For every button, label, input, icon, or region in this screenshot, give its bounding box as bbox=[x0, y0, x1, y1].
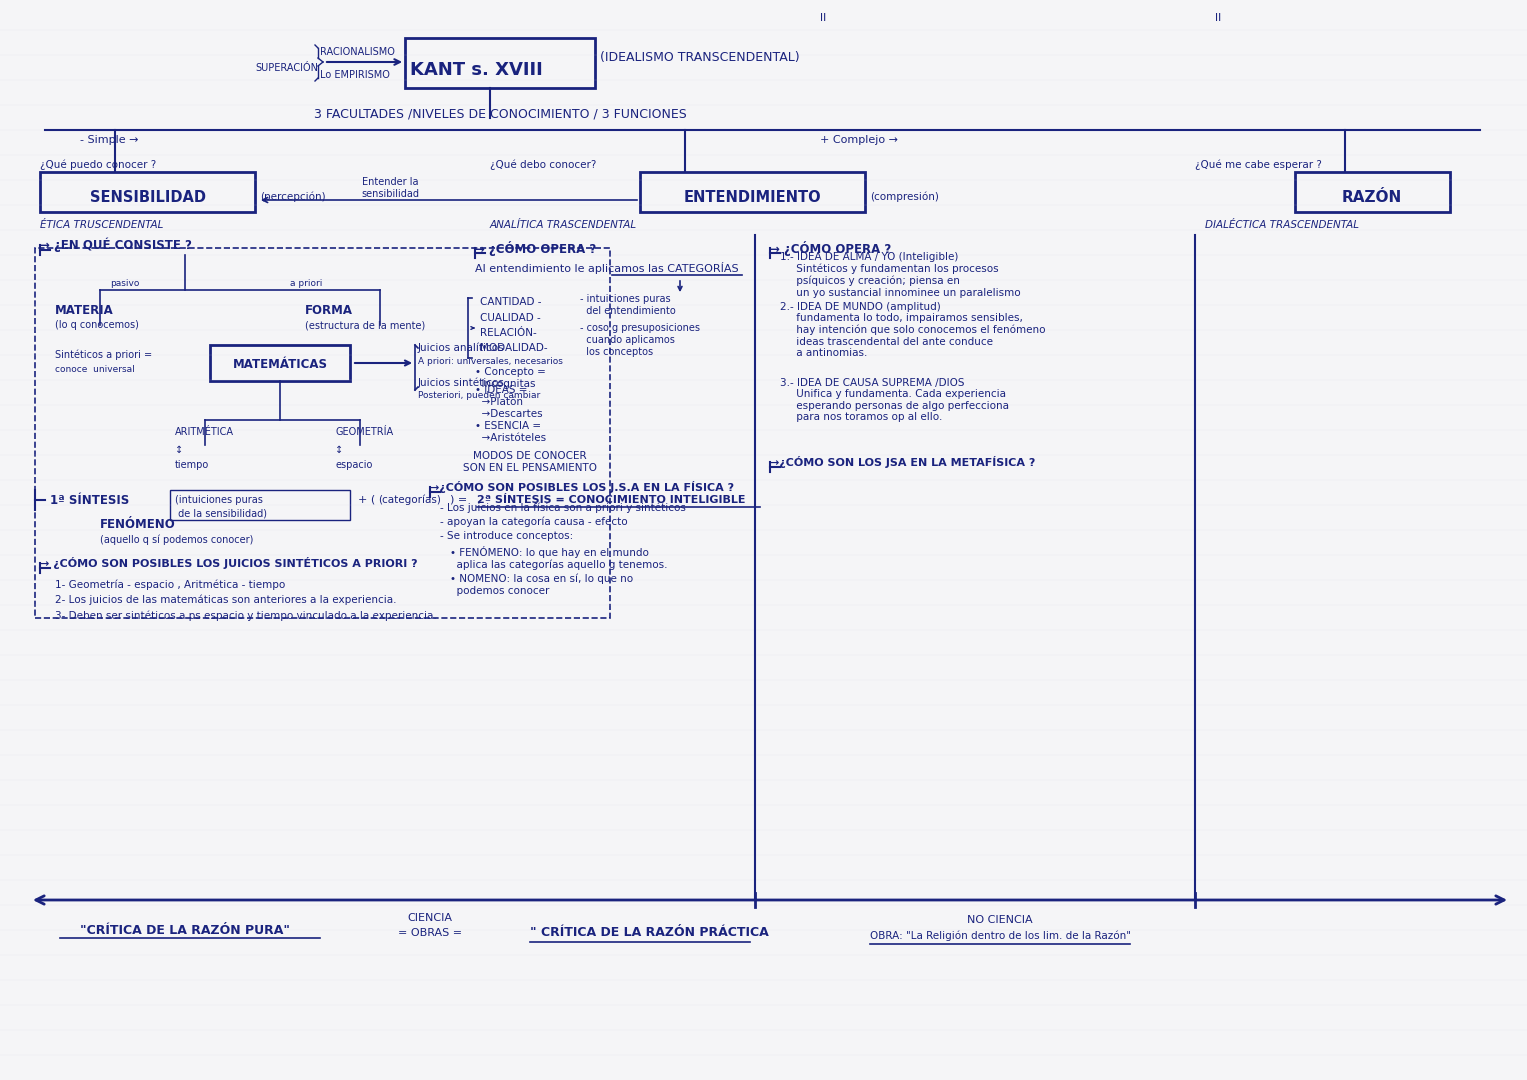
Text: (compresión): (compresión) bbox=[870, 192, 939, 202]
Text: 1.- IDEA DE ALMA / YO (Inteligible)
     Sintéticos y fundamentan los procesos
 : 1.- IDEA DE ALMA / YO (Inteligible) Sint… bbox=[780, 252, 1020, 298]
Text: 3 FACULTADES /NIVELES DE CONOCIMIENTO / 3 FUNCIONES: 3 FACULTADES /NIVELES DE CONOCIMIENTO / … bbox=[313, 108, 686, 121]
Text: CANTIDAD -: CANTIDAD - bbox=[479, 297, 542, 307]
Text: (categorías): (categorías) bbox=[379, 495, 441, 505]
Text: Posteriori, pueden cambiar: Posteriori, pueden cambiar bbox=[418, 391, 541, 401]
Text: conoce  universal: conoce universal bbox=[55, 365, 134, 375]
Text: ¿Qué me cabe esperar ?: ¿Qué me cabe esperar ? bbox=[1196, 160, 1322, 171]
Bar bbox=[169, 490, 350, 519]
Text: Lo EMPIRISMO: Lo EMPIRISMO bbox=[321, 70, 389, 80]
Text: ) =: ) = bbox=[450, 495, 470, 505]
Text: MATEMÁTICAS: MATEMÁTICAS bbox=[232, 357, 327, 370]
Text: tiempo: tiempo bbox=[176, 460, 209, 470]
Bar bbox=[405, 38, 596, 87]
Text: " CRÍTICA DE LA RAZÓN PRÁCTICA: " CRÍTICA DE LA RAZÓN PRÁCTICA bbox=[530, 927, 768, 940]
Text: (intuiciones puras: (intuiciones puras bbox=[176, 495, 263, 505]
Text: ÉTICA TRUSCENDENTAL: ÉTICA TRUSCENDENTAL bbox=[40, 220, 163, 230]
Text: = OBRAS =: = OBRAS = bbox=[399, 928, 463, 939]
Text: espacio: espacio bbox=[334, 460, 373, 470]
Text: OBRA: "La Religión dentro de los lim. de la Razón": OBRA: "La Religión dentro de los lim. de… bbox=[869, 931, 1130, 942]
Text: FORMA: FORMA bbox=[305, 303, 353, 316]
Text: - Simple →: - Simple → bbox=[79, 135, 139, 145]
Text: ll: ll bbox=[1215, 13, 1222, 23]
Text: ll: ll bbox=[820, 13, 826, 23]
Text: • Concepto =
  Incognitas: • Concepto = Incognitas bbox=[475, 367, 545, 389]
Text: (percepción): (percepción) bbox=[260, 192, 325, 202]
Text: (lo q conocemos): (lo q conocemos) bbox=[55, 320, 139, 330]
Text: Al entendimiento le aplicamos las CATEGORÍAS: Al entendimiento le aplicamos las CATEGO… bbox=[475, 262, 739, 274]
Text: 2.- IDEA DE MUNDO (amplitud)
     fundamenta lo todo, impairamos sensibles,
    : 2.- IDEA DE MUNDO (amplitud) fundamenta … bbox=[780, 301, 1046, 359]
Text: → ¿CÓMO OPERA ?: → ¿CÓMO OPERA ? bbox=[770, 241, 892, 256]
Text: Juicios analíticos: Juicios analíticos bbox=[418, 342, 504, 353]
Text: MODALIDAD-: MODALIDAD- bbox=[479, 343, 548, 353]
Text: de la sensibilidad): de la sensibilidad) bbox=[176, 509, 267, 519]
Text: ↕: ↕ bbox=[176, 445, 183, 455]
Text: + (: + ( bbox=[357, 495, 376, 505]
Text: MODOS DE CONOCER
SON EN EL PENSAMIENTO: MODOS DE CONOCER SON EN EL PENSAMIENTO bbox=[463, 451, 597, 473]
Bar bbox=[40, 172, 255, 212]
Text: ARITMÉTICA: ARITMÉTICA bbox=[176, 427, 234, 437]
Bar bbox=[640, 172, 864, 212]
Text: ↕: ↕ bbox=[334, 445, 344, 455]
Text: "CRÍTICA DE LA RAZÓN PURA": "CRÍTICA DE LA RAZÓN PURA" bbox=[79, 923, 290, 936]
Text: • ESENCIA =
  →Aristóteles: • ESENCIA = →Aristóteles bbox=[475, 421, 547, 443]
Text: →¿CÓMO SON POSIBLES LOS J.S.A EN LA FÍSICA ?: →¿CÓMO SON POSIBLES LOS J.S.A EN LA FÍSI… bbox=[431, 481, 734, 492]
Text: →¿CÓMO SON LOS JSA EN LA METAFÍSICA ?: →¿CÓMO SON LOS JSA EN LA METAFÍSICA ? bbox=[770, 456, 1035, 468]
Text: ANALÍTICA TRASCENDENTAL: ANALÍTICA TRASCENDENTAL bbox=[490, 220, 637, 230]
Text: 3- Deben ser sintéticos a ps espacio y tiempo vinculado a la experiencia.: 3- Deben ser sintéticos a ps espacio y t… bbox=[55, 611, 437, 621]
Text: • IDEAS =
  →Platón
  →Descartes: • IDEAS = →Platón →Descartes bbox=[475, 386, 542, 419]
Text: KANT s. XVIII: KANT s. XVIII bbox=[411, 60, 542, 79]
Text: a priori: a priori bbox=[290, 279, 322, 287]
Text: 3.- IDEA DE CAUSA SUPREMA /DIOS
     Unifica y fundamenta. Cada experiencia
    : 3.- IDEA DE CAUSA SUPREMA /DIOS Unifica … bbox=[780, 378, 1009, 422]
Text: → ¿CÓMO SON POSIBLES LOS JUICIOS SINTÉTICOS A PRIORI ?: → ¿CÓMO SON POSIBLES LOS JUICIOS SINTÉTI… bbox=[40, 557, 417, 569]
Text: SUPERACIÓN: SUPERACIÓN bbox=[255, 63, 318, 73]
Text: Sintéticos a priori =: Sintéticos a priori = bbox=[55, 350, 153, 361]
Text: NO CIENCIA: NO CIENCIA bbox=[967, 915, 1032, 924]
Text: + Complejo →: + Complejo → bbox=[820, 135, 898, 145]
Text: ENTENDIMIENTO: ENTENDIMIENTO bbox=[683, 189, 822, 204]
Text: pasivo: pasivo bbox=[110, 279, 139, 287]
Text: • FENÓMENO: lo que hay en el mundo
  aplica las categorías aquello g tenemos.: • FENÓMENO: lo que hay en el mundo aplic… bbox=[450, 545, 667, 570]
Text: RACIONALISMO: RACIONALISMO bbox=[321, 48, 395, 57]
Text: - Se introduce conceptos:: - Se introduce conceptos: bbox=[440, 531, 573, 541]
Text: RELACIÓN-: RELACIÓN- bbox=[479, 328, 538, 338]
Text: (estructura de la mente): (estructura de la mente) bbox=[305, 320, 425, 330]
Text: CUALIDAD -: CUALIDAD - bbox=[479, 313, 541, 323]
Text: - apoyan la categoría causa - efecto: - apoyan la categoría causa - efecto bbox=[440, 516, 628, 527]
Text: → ¿EN QUÉ CONSISTE ?: → ¿EN QUÉ CONSISTE ? bbox=[40, 238, 192, 253]
Text: Entender la
sensibilidad: Entender la sensibilidad bbox=[360, 177, 418, 199]
Text: (IDEALISMO TRANSCENDENTAL): (IDEALISMO TRANSCENDENTAL) bbox=[600, 52, 800, 65]
Text: ¿Qué debo conocer?: ¿Qué debo conocer? bbox=[490, 160, 597, 171]
Text: A priori: universales, necesarios: A priori: universales, necesarios bbox=[418, 357, 563, 366]
Text: FENÓMENO: FENÓMENO bbox=[99, 518, 176, 531]
Text: CIENCIA: CIENCIA bbox=[408, 913, 452, 923]
Text: MATERIA: MATERIA bbox=[55, 303, 113, 316]
Text: Juicios sintéticos: Juicios sintéticos bbox=[418, 378, 505, 388]
Text: (aquello q sí podemos conocer): (aquello q sí podemos conocer) bbox=[99, 535, 253, 545]
Text: 2- Los juicios de las matemáticas son anteriores a la experiencia.: 2- Los juicios de las matemáticas son an… bbox=[55, 595, 397, 605]
Bar bbox=[35, 248, 609, 618]
Text: → ¿CÓMO OPERA ?: → ¿CÓMO OPERA ? bbox=[475, 241, 596, 256]
Text: - intuiciones puras
  del entendimiento: - intuiciones puras del entendimiento bbox=[580, 294, 676, 315]
Bar bbox=[1295, 172, 1451, 212]
Text: DIALÉCTICA TRASCENDENTAL: DIALÉCTICA TRASCENDENTAL bbox=[1205, 220, 1359, 230]
Text: - Los juicios en la física son a priori y sintéticos: - Los juicios en la física son a priori … bbox=[440, 503, 686, 513]
Text: 1ª SÍNTESIS: 1ª SÍNTESIS bbox=[50, 494, 130, 507]
Text: GEOMETRÍA: GEOMETRÍA bbox=[334, 427, 392, 437]
Text: ¿Qué puedo conocer ?: ¿Qué puedo conocer ? bbox=[40, 160, 156, 171]
Text: • NOMENO: la cosa en sí, lo que no
  podemos conocer: • NOMENO: la cosa en sí, lo que no podem… bbox=[450, 573, 634, 596]
Text: 1- Geometría - espacio , Aritmética - tiempo: 1- Geometría - espacio , Aritmética - ti… bbox=[55, 580, 286, 591]
Text: RAZÓN: RAZÓN bbox=[1342, 189, 1402, 204]
Bar bbox=[211, 345, 350, 381]
Text: - coso g presuposiciones
  cuando aplicamos
  los conceptos: - coso g presuposiciones cuando aplicamo… bbox=[580, 323, 699, 356]
Text: 2ª SÍNTESIS = CONOCIMIENTO INTELIGIBLE: 2ª SÍNTESIS = CONOCIMIENTO INTELIGIBLE bbox=[476, 495, 745, 505]
Text: SENSIBILIDAD: SENSIBILIDAD bbox=[90, 189, 206, 204]
